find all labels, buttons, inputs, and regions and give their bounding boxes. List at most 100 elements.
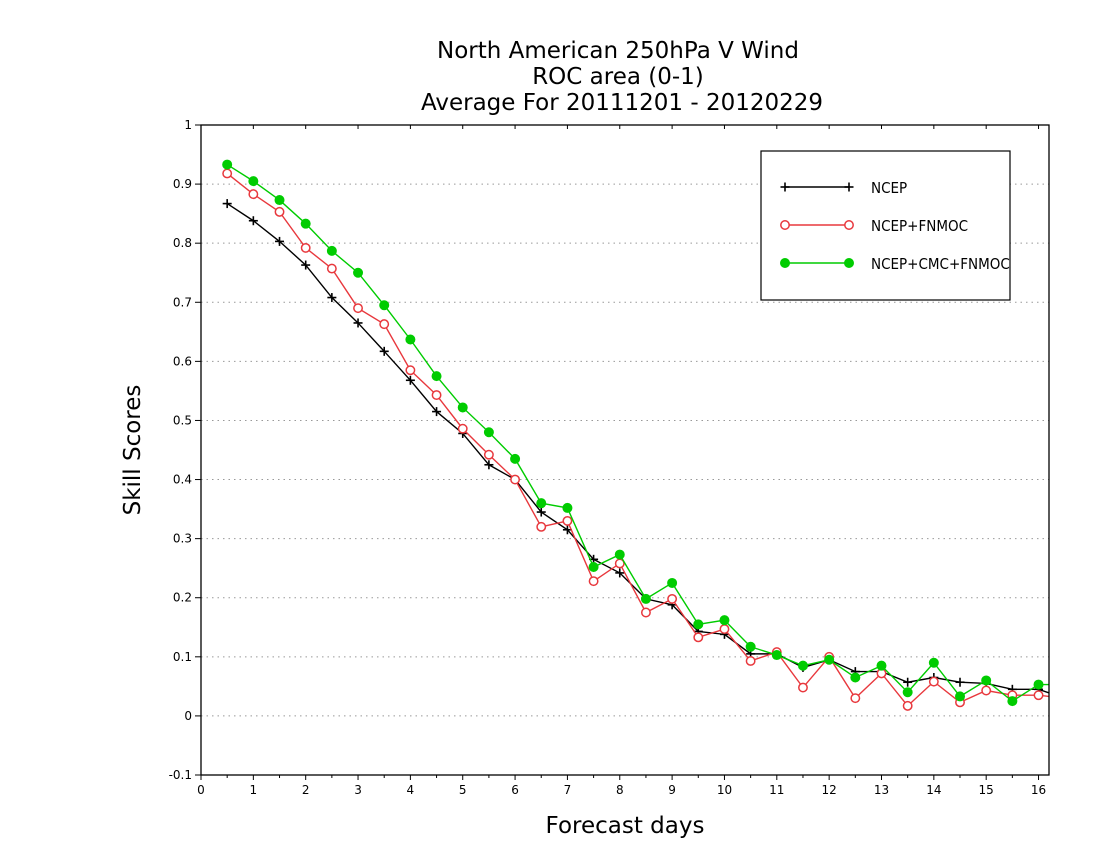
data-point-1-26 <box>902 700 913 711</box>
y-tick-label-8: 0.7 <box>173 295 192 309</box>
data-point-2-8 <box>431 371 442 382</box>
x-tick-label-15: 15 <box>979 783 994 797</box>
data-point-1-19 <box>719 624 730 634</box>
data-point-1-5 <box>353 303 363 314</box>
legend-label-1: NCEP+FNMOC <box>871 217 968 235</box>
data-point-1-1 <box>248 189 259 200</box>
y-tick-label-5: 0.4 <box>173 473 192 487</box>
data-point-2-10 <box>483 427 494 438</box>
data-point-1-17 <box>667 593 678 604</box>
y-tick-label-10: 0.9 <box>173 177 192 191</box>
data-point-0-28 <box>955 677 965 687</box>
data-point-2-15 <box>614 549 625 560</box>
data-point-0-15 <box>615 568 625 578</box>
data-point-1-8 <box>431 390 442 400</box>
x-tick-label-2: 2 <box>302 783 310 797</box>
x-tick-label-1: 1 <box>250 783 258 797</box>
legend-label-2: NCEP+CMC+FNMOC <box>871 255 1010 273</box>
data-point-2-6 <box>379 300 390 311</box>
series-lines <box>222 159 1069 711</box>
x-tick-label-16: 16 <box>1031 783 1046 797</box>
y-tick-label-11: 1 <box>184 118 192 132</box>
data-point-2-21 <box>771 650 782 661</box>
y-tick-label-7: 0.6 <box>173 354 192 368</box>
data-point-0-6 <box>379 346 389 356</box>
data-point-2-25 <box>876 660 887 671</box>
data-point-1-31 <box>1033 690 1044 701</box>
y-tick-label-3: 0.2 <box>173 591 192 605</box>
data-point-2-32 <box>1060 680 1069 689</box>
x-tick-label-5: 5 <box>459 783 467 797</box>
legend: NCEP NCEP+FNMOC NCEP+CMC+FNMOC <box>760 150 1011 301</box>
data-point-2-11 <box>510 453 521 464</box>
y-tick-label-4: 0.3 <box>173 532 192 546</box>
data-point-0-7 <box>405 375 415 385</box>
data-point-1-3 <box>300 242 311 253</box>
data-point-0-0 <box>222 199 232 209</box>
legend-marker-end-2 <box>844 258 854 268</box>
y-tick-label-0: -0.1 <box>169 768 192 782</box>
data-point-2-29 <box>981 675 992 686</box>
data-point-2-13 <box>562 502 573 513</box>
legend-marker-end-1 <box>844 220 854 230</box>
data-point-1-22 <box>798 682 808 693</box>
data-point-0-5 <box>353 318 363 328</box>
data-point-0-2 <box>275 236 285 246</box>
data-point-2-9 <box>457 402 468 413</box>
chart-title: North American 250hPa V Wind ROC area (0… <box>421 38 823 116</box>
data-point-2-26 <box>902 687 913 698</box>
data-point-0-3 <box>301 260 311 270</box>
data-point-2-28 <box>955 691 966 702</box>
legend-marker-end-0 <box>844 182 854 192</box>
data-point-1-11 <box>510 474 521 485</box>
grid-lines <box>201 183 1049 717</box>
x-tick-label-9: 9 <box>668 783 676 797</box>
data-point-2-22 <box>797 660 808 671</box>
data-point-1-18 <box>693 632 704 643</box>
data-point-1-0 <box>222 168 233 179</box>
data-point-1-2 <box>274 206 285 217</box>
data-point-2-17 <box>667 577 678 588</box>
chart-title-line-2: ROC area (0-1) <box>532 64 704 90</box>
series-ncep-fnmoc <box>222 168 1069 711</box>
data-point-1-20 <box>745 656 756 666</box>
legend-item-2: NCEP+CMC+FNMOC <box>780 255 1010 273</box>
x-tick-label-4: 4 <box>407 783 415 797</box>
x-tick-label-13: 13 <box>874 783 889 797</box>
data-point-2-5 <box>353 267 364 278</box>
data-point-2-12 <box>536 498 547 509</box>
data-point-2-24 <box>850 672 861 683</box>
data-point-2-4 <box>326 245 337 256</box>
x-axis-label: Forecast days <box>546 813 705 839</box>
data-point-1-9 <box>457 423 468 434</box>
data-point-2-18 <box>693 619 704 630</box>
data-point-1-14 <box>588 576 599 587</box>
data-point-0-12 <box>536 507 546 517</box>
x-tick-label-14: 14 <box>926 783 941 797</box>
x-tick-label-10: 10 <box>717 783 732 797</box>
data-point-0-26 <box>903 677 913 687</box>
data-point-2-1 <box>248 176 259 187</box>
y-axis-label: Skill Scores <box>120 385 146 516</box>
data-point-0-32 <box>1060 694 1069 703</box>
data-point-0-8 <box>432 407 442 417</box>
x-tick-label-6: 6 <box>511 783 519 797</box>
y-tick-label-9: 0.8 <box>173 236 192 250</box>
y-tick-label-1: 0 <box>184 709 192 723</box>
y-tick-label-2: 0.1 <box>173 650 192 664</box>
legend-marker-start-0 <box>780 182 790 192</box>
chart-title-line-1: North American 250hPa V Wind <box>437 38 799 64</box>
x-tick-label-12: 12 <box>822 783 837 797</box>
x-tick-label-11: 11 <box>769 783 784 797</box>
series-ncep-cmc-fnmoc <box>222 159 1069 707</box>
data-point-0-13 <box>562 525 572 535</box>
data-point-2-23 <box>824 654 835 665</box>
data-point-2-0 <box>222 159 233 170</box>
data-point-1-4 <box>326 263 337 274</box>
data-point-1-32 <box>1061 694 1069 702</box>
legend-marker-start-2 <box>780 258 790 268</box>
data-point-2-16 <box>640 593 651 604</box>
legend-marker-start-1 <box>780 220 790 230</box>
